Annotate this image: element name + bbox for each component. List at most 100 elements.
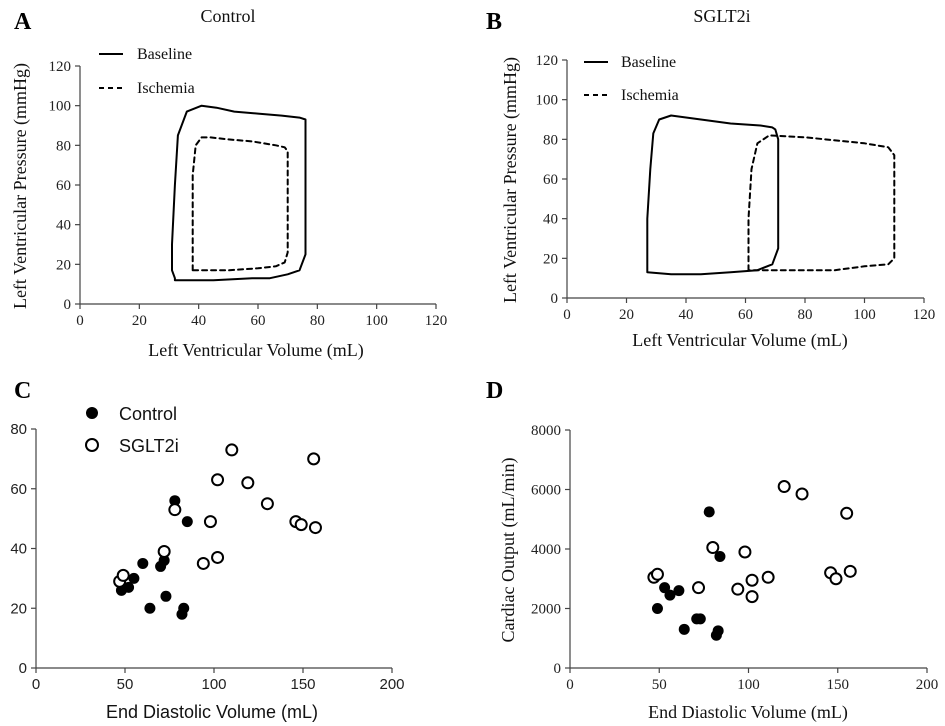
panel-b-y-tick-label: 60: [543, 172, 558, 188]
panel-d-point-control: [703, 506, 715, 518]
panel-a-plot: 0 20 40 60 80 100 120 0 20 40 60 80 100 120: [49, 59, 448, 329]
panel-c-y-tick-label: 40: [10, 541, 27, 558]
panel-c-point-control: [160, 590, 172, 602]
panel-d-y-tick-label: 2000: [531, 602, 561, 618]
panel-d-point-sglt2i: [706, 541, 720, 555]
panel-d-point-control: [710, 629, 722, 641]
panel-d-point-sglt2i: [795, 487, 809, 501]
panel-d-point-control: [714, 550, 726, 562]
panel-letter-a: A: [14, 9, 32, 35]
panel-b-legend-ischemia: Ischemia: [621, 87, 679, 104]
panel-a-y-tick-label: 40: [56, 218, 71, 234]
panel-c-legend: Control SGLT2i: [85, 404, 179, 456]
panel-a-x-tick-label: 100: [365, 313, 388, 329]
panel-b-y-tick-label: 120: [536, 53, 559, 69]
panel-a-y-tick-label: 20: [56, 257, 71, 273]
panel-d-point-sglt2i: [777, 480, 791, 494]
panel-a-x-tick-label: 60: [251, 313, 266, 329]
panel-c-point-sglt2i: [211, 550, 225, 564]
panel-a-title: Control: [200, 6, 255, 26]
panel-c-y-tick-label: 20: [10, 600, 27, 617]
panel-d-point-control: [694, 613, 706, 625]
panel-c-point-sglt2i: [294, 518, 308, 532]
panel-d-y-tick-label: 6000: [531, 483, 561, 499]
panel-c-point-sglt2i: [211, 473, 225, 487]
panel-c-legend-control-marker: [86, 407, 98, 419]
panel-a-x-tick-label: 0: [76, 313, 84, 329]
panel-b-legend-baseline: Baseline: [621, 54, 676, 71]
panel-d-x-tick-label: 50: [652, 677, 667, 693]
panel-b-plot: 0 20 40 60 80 100 120 0 20 40 60 80 100 120: [536, 53, 936, 323]
panel-c-point-control: [176, 608, 188, 620]
panel-d-xlabel: End Diastolic Volume (mL): [648, 702, 848, 723]
panel-b: B SGLT2i 0 20 40 60 80 100 120020406080100120 …: [486, 6, 935, 351]
panel-b-x-tick-label: 40: [679, 307, 694, 323]
panel-c-point-control: [123, 581, 135, 593]
panel-c-y-tick-label: 0: [19, 660, 27, 677]
panel-d-point-sglt2i: [731, 582, 745, 596]
panel-c-point-sglt2i: [157, 544, 171, 558]
panel-c-point-control: [158, 554, 170, 566]
panel-c-point-sglt2i: [116, 568, 130, 582]
panel-b-series-ischemia: [747, 134, 896, 272]
panel-letter-c: C: [14, 378, 31, 404]
panel-d-point-sglt2i: [692, 581, 706, 595]
panel-b-y-tick-label: 100: [536, 93, 559, 109]
panel-d-x-tick-label: 200: [916, 677, 939, 693]
panel-c-x-tick-label: 50: [117, 676, 134, 693]
panel-b-series-baseline: [646, 114, 780, 276]
panel-letter-d: D: [486, 378, 503, 404]
panel-c-y-tick-label: 60: [10, 481, 27, 498]
panel-c-point-sglt2i: [308, 521, 322, 535]
panel-c-legend-sglt2i: SGLT2i: [119, 436, 179, 456]
panel-d-x-tick-label: 100: [737, 677, 760, 693]
panel-d-point-sglt2i: [840, 506, 854, 520]
panel-b-ylabel: Left Ventricular Pressure (mmHg): [500, 57, 521, 303]
panel-d-point-sglt2i: [738, 545, 752, 559]
panel-d-y-tick-label: 0: [554, 661, 562, 677]
panel-a-x-tick-label: 80: [310, 313, 325, 329]
panel-c-point-sglt2i: [203, 515, 217, 529]
panel-d-point-sglt2i: [829, 572, 843, 586]
panel-c-point-control: [181, 516, 193, 528]
panel-c-point-control: [144, 602, 156, 614]
panel-b-x-tick-label: 80: [798, 307, 813, 323]
panel-a-legend-baseline: Baseline: [137, 46, 192, 63]
panel-d-x-tick-label: 0: [566, 677, 574, 693]
panel-b-title: SGLT2i: [693, 6, 750, 26]
panel-a-ylabel: Left Ventricular Pressure (mmHg): [10, 63, 31, 309]
panel-b-x-tick-label: 20: [619, 307, 634, 323]
panel-a-y-tick-label: 120: [49, 59, 72, 75]
panel-c-point-control: [137, 557, 149, 569]
panel-c-point-sglt2i: [168, 503, 182, 517]
panel-c-x-tick-label: 100: [201, 676, 226, 693]
panel-b-legend: Baseline Ischemia: [584, 54, 679, 104]
panel-c-x-tick-label: 150: [290, 676, 315, 693]
panel-letter-b: B: [486, 9, 502, 35]
panel-d-point-sglt2i: [761, 570, 775, 584]
panel-a-y-tick-label: 100: [49, 99, 72, 115]
panel-b-x-tick-label: 0: [563, 307, 571, 323]
panel-c-point-control: [169, 495, 181, 507]
panel-b-x-tick-label: 100: [853, 307, 876, 323]
panel-b-x-tick-label: 120: [913, 307, 936, 323]
panel-c-xlabel: End Diastolic Volume (mL): [106, 702, 318, 722]
panel-a-x-tick-label: 20: [132, 313, 147, 329]
panel-d-point-sglt2i: [650, 567, 664, 581]
panel-c-point-sglt2i: [241, 476, 255, 490]
panel-b-y-tick-label: 0: [551, 291, 559, 307]
panel-d-point-control: [678, 623, 690, 635]
panel-b-x-tick-label: 60: [738, 307, 753, 323]
panel-a-series-ischemia: [191, 136, 289, 272]
panel-d-point-sglt2i: [843, 564, 857, 578]
panel-b-y-tick-label: 80: [543, 132, 558, 148]
panel-c-point-sglt2i: [225, 443, 239, 457]
panel-c-y-tick-label: 80: [10, 421, 27, 438]
panel-d-y-tick-label: 4000: [531, 542, 561, 558]
panel-d-x-tick-label: 150: [827, 677, 850, 693]
panel-d-point-control: [651, 603, 663, 614]
panel-c-plot: 0 50 100 150 200 0 20 40 60 80: [10, 421, 404, 693]
